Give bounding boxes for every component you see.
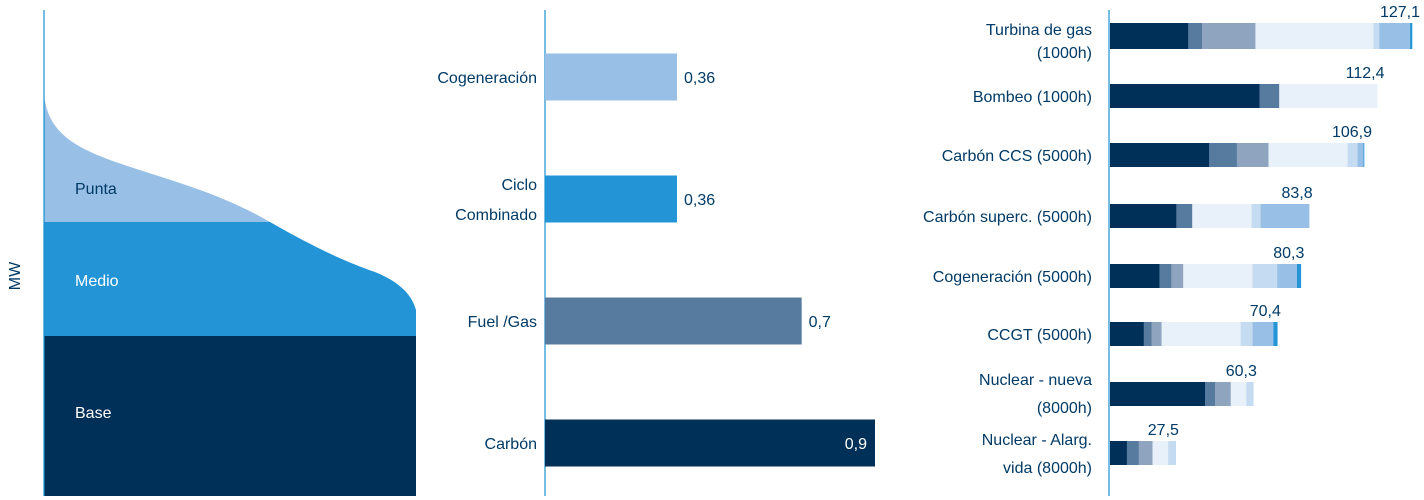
category-label-nuclear-nueva-8000h: (8000h) xyxy=(1037,400,1092,417)
cost-stacked-bar-panel: 127,1 Turbina de gas (1000h) 112,4 Bombeo (1… xyxy=(923,4,1420,496)
category-label-turbina-de-gas-1000h: Turbina de gas xyxy=(986,22,1092,39)
segment-bombeo-1000h-2 xyxy=(1259,84,1280,108)
segment-nuclear-alarg-vida-8000h-2 xyxy=(1126,441,1140,465)
total-label-carbon-superc-5000h: 83,8 xyxy=(1282,185,1313,202)
segment-turbina-de-gas-1000h-3 xyxy=(1201,23,1256,49)
segment-carbon-ccs-5000h-7 xyxy=(1363,143,1365,167)
segment-cogeneracion-5000h-1 xyxy=(1110,264,1160,288)
base-band xyxy=(44,336,416,496)
total-label-nuclear-alarg-vida-8000h: 27,5 xyxy=(1148,422,1179,439)
segment-turbina-de-gas-1000h-5 xyxy=(1373,23,1380,49)
medio-label: Medio xyxy=(75,273,119,290)
total-label-nuclear-nueva-8000h: 60,3 xyxy=(1226,363,1257,380)
segment-carbon-ccs-5000h-3 xyxy=(1236,143,1269,167)
bar-fuel-gas xyxy=(545,297,802,345)
y-axis-label-mw: MW xyxy=(7,261,24,290)
value-label-ciclo-combinado: 0,36 xyxy=(684,192,715,209)
total-label-ccgt-5000h: 70,4 xyxy=(1250,303,1281,320)
segment-carbon-ccs-5000h-6 xyxy=(1357,143,1364,167)
total-label-turbina-de-gas-1000h: 127,1 xyxy=(1380,4,1420,21)
segment-ccgt-5000h-2 xyxy=(1143,322,1152,346)
segment-nuclear-nueva-8000h-4 xyxy=(1230,382,1247,406)
segment-carbon-ccs-5000h-2 xyxy=(1209,143,1238,167)
segment-nuclear-nueva-8000h-5 xyxy=(1246,382,1254,406)
category-label-nuclear-alarg-vida-8000h: Nuclear - Alarg. xyxy=(982,432,1092,449)
segment-ccgt-5000h-5 xyxy=(1240,322,1253,346)
segment-carbon-ccs-5000h-1 xyxy=(1110,143,1210,167)
category-label-ciclo-combinado: Combinado xyxy=(455,207,537,224)
value-label-fuel-gas: 0,7 xyxy=(809,314,831,331)
segment-carbon-superc-5000h-5 xyxy=(1251,204,1261,228)
segment-nuclear-alarg-vida-8000h-6 xyxy=(1175,441,1176,465)
segment-carbon-ccs-5000h-5 xyxy=(1347,143,1358,167)
category-label-bombeo-1000h: Bombeo (1000h) xyxy=(973,89,1092,106)
segment-carbon-superc-5000h-2 xyxy=(1176,204,1193,228)
category-label-cogeneracion-5000h: Cogeneración (5000h) xyxy=(933,269,1092,286)
segment-nuclear-alarg-vida-8000h-3 xyxy=(1138,441,1153,465)
segment-carbon-superc-5000h-4 xyxy=(1192,204,1252,228)
bar-carbon xyxy=(545,419,875,467)
segment-carbon-superc-5000h-6 xyxy=(1260,204,1310,228)
segment-bombeo-1000h-1 xyxy=(1110,84,1260,108)
segment-cogeneracion-5000h-5 xyxy=(1252,264,1278,288)
segment-nuclear-nueva-8000h-3 xyxy=(1215,382,1232,406)
punta-band xyxy=(44,95,270,222)
segment-ccgt-5000h-1 xyxy=(1110,322,1145,346)
punta-label: Punta xyxy=(75,181,117,198)
segment-ccgt-5000h-7 xyxy=(1273,322,1278,346)
category-label-ccgt-5000h: CCGT (5000h) xyxy=(987,327,1092,344)
category-label-fuel-gas: Fuel /Gas xyxy=(468,314,537,331)
load-curve-panel: Punta Medio Base MW xyxy=(7,10,416,496)
segment-nuclear-alarg-vida-8000h-4 xyxy=(1152,441,1169,465)
segment-cogeneracion-5000h-4 xyxy=(1183,264,1253,288)
segment-ccgt-5000h-3 xyxy=(1151,322,1162,346)
segment-nuclear-nueva-8000h-2 xyxy=(1205,382,1216,406)
segment-cogeneracion-5000h-3 xyxy=(1171,264,1184,288)
segment-turbina-de-gas-1000h-2 xyxy=(1188,23,1203,49)
segment-turbina-de-gas-1000h-6 xyxy=(1379,23,1411,49)
segment-cogeneracion-5000h-6 xyxy=(1277,264,1298,288)
bar-ciclo-combinado xyxy=(545,175,677,223)
total-label-bombeo-1000h: 112,4 xyxy=(1346,65,1385,82)
segment-turbina-de-gas-1000h-1 xyxy=(1110,23,1189,49)
category-label-carbon-superc-5000h: Carbón superc. (5000h) xyxy=(923,209,1092,226)
segment-carbon-superc-5000h-1 xyxy=(1110,204,1177,228)
category-label-carbon-ccs-5000h: Carbón CCS (5000h) xyxy=(942,148,1092,165)
bar-cogeneracion xyxy=(545,53,677,101)
segment-turbina-de-gas-1000h-7 xyxy=(1410,23,1413,49)
segment-nuclear-alarg-vida-8000h-1 xyxy=(1110,441,1128,465)
category-label-turbina-de-gas-1000h: (1000h) xyxy=(1037,45,1092,62)
total-label-carbon-ccs-5000h: 106,9 xyxy=(1332,124,1372,141)
segment-ccgt-5000h-6 xyxy=(1252,322,1274,346)
category-label-nuclear-nueva-8000h: Nuclear - nueva xyxy=(979,372,1092,389)
segment-nuclear-nueva-8000h-1 xyxy=(1110,382,1206,406)
base-label: Base xyxy=(75,405,112,422)
factor-bar-panel: 0,36 Cogeneración 0,36 Ciclo Combinado 0,7 Fue… xyxy=(437,10,875,496)
segment-ccgt-5000h-4 xyxy=(1161,322,1241,346)
total-label-cogeneracion-5000h: 80,3 xyxy=(1273,245,1304,262)
segment-cogeneracion-5000h-7 xyxy=(1296,264,1302,288)
segment-turbina-de-gas-1000h-4 xyxy=(1255,23,1374,49)
value-label-carbon: 0,9 xyxy=(845,436,867,453)
segment-bombeo-1000h-4 xyxy=(1279,84,1378,108)
segment-carbon-ccs-5000h-4 xyxy=(1268,143,1348,167)
segment-nuclear-alarg-vida-8000h-5 xyxy=(1168,441,1176,465)
category-label-ciclo-combinado: Ciclo xyxy=(501,177,537,194)
medio-band xyxy=(44,222,416,336)
category-label-carbon: Carbón xyxy=(485,436,537,453)
value-label-cogeneracion: 0,36 xyxy=(684,70,715,87)
category-label-cogeneracion: Cogeneración xyxy=(437,70,537,87)
category-label-nuclear-alarg-vida-8000h: vida (8000h) xyxy=(1003,460,1092,477)
segment-cogeneracion-5000h-2 xyxy=(1159,264,1172,288)
